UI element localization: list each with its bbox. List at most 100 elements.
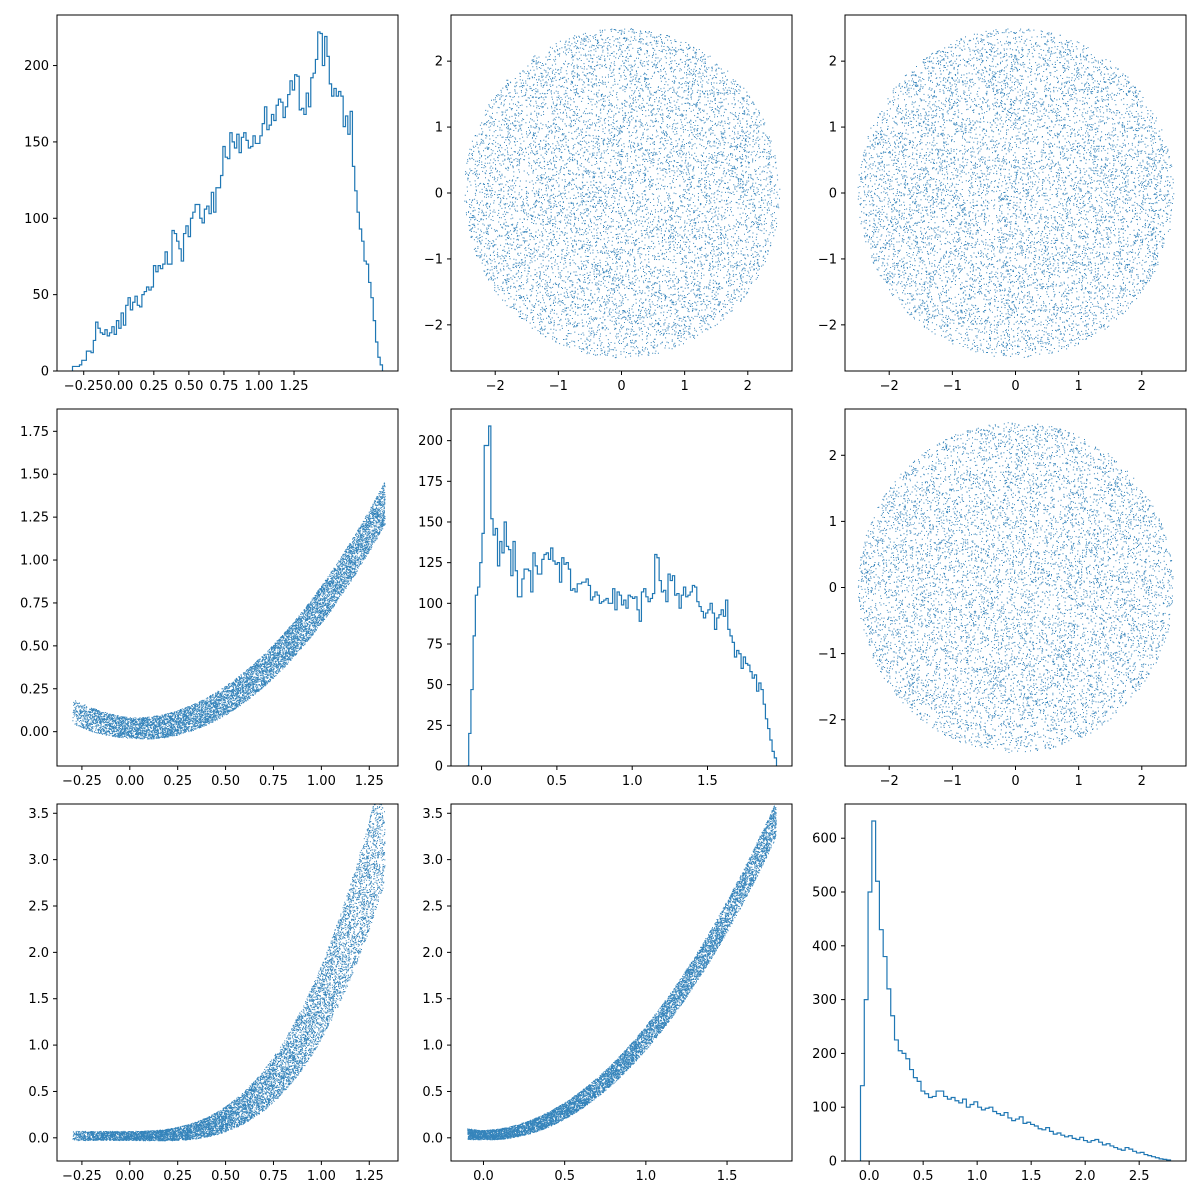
y-tick-label: −1 [818,252,837,267]
y-tick-label: 1.00 [20,554,49,569]
y-tick-label: 1.25 [20,511,49,526]
x-tick-label: 1.0 [622,774,643,789]
y-tick-label: 125 [418,556,443,571]
plot-area [71,31,384,371]
y-tick-label: 50 [426,678,443,693]
y-tick-label: −2 [424,318,443,333]
y-tick-label: 100 [24,212,49,227]
x-tick-label: 0.00 [115,1169,144,1184]
y-tick-label: 2.0 [28,946,49,961]
y-tick-label: 0.0 [28,1131,49,1146]
y-tick-label: 1 [829,515,837,530]
x-tick-label: 1 [1075,379,1083,394]
y-tick-label: 2 [435,55,443,70]
x-tick-label: 1 [1075,774,1083,789]
x-tick-label: 0.50 [211,1169,240,1184]
x-tick-label: 2 [744,379,752,394]
y-tick-label: 2.0 [422,946,443,961]
plot-area [464,28,781,359]
plot-area [72,482,386,740]
x-tick-label: 0.25 [163,1169,192,1184]
panel-1-0: −0.25 0.00 0.25 0.50 0.75 1.00 1.25 0.00 0.25 0.5… [20,408,399,789]
plot-area [857,422,1174,753]
y-tick-label: −2 [818,318,837,333]
axes-frame [450,803,793,1162]
y-tick-label: 2.5 [422,900,443,915]
x-tick-label: 0 [617,379,625,394]
y-tick-label: 2.5 [28,900,49,915]
y-tick-label: 75 [426,637,443,652]
y-tick-label: 150 [24,135,49,150]
y-tick-label: 0.5 [28,1085,49,1100]
y-tick-label: 175 [418,475,443,490]
x-tick-label: 1.0 [967,1169,988,1184]
x-tick-label: 1.25 [355,774,384,789]
y-tick-label: 1.0 [422,1039,443,1054]
y-tick-label: 1.5 [28,992,49,1007]
y-tick-label: 0.50 [20,639,49,654]
axes-frame [450,14,793,372]
x-tick-label: 2.5 [1129,1169,1150,1184]
y-tick-label: −2 [818,713,837,728]
y-tick-label: 200 [24,59,49,74]
y-tick-label: 600 [812,832,837,847]
y-tick-label: 150 [418,515,443,530]
x-tick-label: −0.25 [62,774,102,789]
x-tick-label: −2 [880,774,899,789]
axes-frame [844,803,1187,1162]
y-tick-label: 0 [435,760,443,775]
x-tick-label: 1.5 [717,1169,738,1184]
scatter-points [857,28,1175,358]
plot-area [72,804,386,1142]
y-tick-label: 0 [829,187,837,202]
axes-frame [450,408,793,767]
y-tick-label: 2 [829,449,837,464]
axes-frame [56,14,399,372]
x-tick-label: 0.25 [139,379,168,394]
histogram-step [859,820,1172,1161]
x-tick-label: 0.0 [471,774,492,789]
panel-1-1: 0.0 0.5 1.0 1.5 0 25 50 75 100 125 150 175 200 [418,408,793,789]
histogram-step [466,425,778,766]
x-tick-label: 1.0 [636,1169,657,1184]
x-tick-label: 0.5 [913,1169,934,1184]
y-tick-label: 0 [435,187,443,202]
y-tick-label: 500 [812,886,837,901]
y-tick-label: 200 [812,1047,837,1062]
y-tick-label: 3.0 [28,853,49,868]
y-tick-label: 1.50 [20,468,49,483]
y-tick-label: 0.00 [20,725,49,740]
panel-0-0: −0.25 0.00 0.25 0.50 0.75 1.00 1.25 0 50 100 150 20… [24,14,399,394]
x-tick-label: −1 [943,774,962,789]
x-tick-label: 0 [1011,774,1019,789]
x-tick-label: 1.5 [697,774,718,789]
y-tick-label: 3.0 [422,853,443,868]
y-tick-label: 0 [829,581,837,596]
x-tick-label: 0.75 [209,379,238,394]
x-tick-label: 0.00 [104,379,133,394]
scatter-points [72,482,386,740]
x-tick-label: 0.0 [473,1169,494,1184]
y-tick-label: 0.0 [422,1131,443,1146]
y-tick-label: 3.5 [28,807,49,822]
x-tick-label: 0.50 [174,379,203,394]
x-tick-label: 0.5 [547,774,568,789]
x-tick-label: 2 [1138,379,1146,394]
y-tick-label: 0.25 [20,682,49,697]
y-tick-label: 1 [829,121,837,136]
panel-2-0: −0.25 0.00 0.25 0.50 0.75 1.00 1.25 0.0 0.5 1.0 1.… [28,803,399,1184]
plot-area [467,805,777,1141]
x-tick-label: −0.25 [64,379,104,394]
x-tick-label: 1.25 [355,1169,384,1184]
y-tick-label: 0 [41,365,49,380]
scatter-points [464,28,781,359]
x-tick-label: 0.5 [554,1169,575,1184]
plot-area [857,28,1175,358]
panel-0-2: −2 −1 0 1 2 −2 −1 0 1 2 [818,14,1187,394]
x-tick-label: 0 [1011,379,1019,394]
y-tick-label: 300 [812,993,837,1008]
scatter-points [467,805,777,1141]
histogram-step [71,31,384,371]
x-tick-label: −1 [549,379,568,394]
